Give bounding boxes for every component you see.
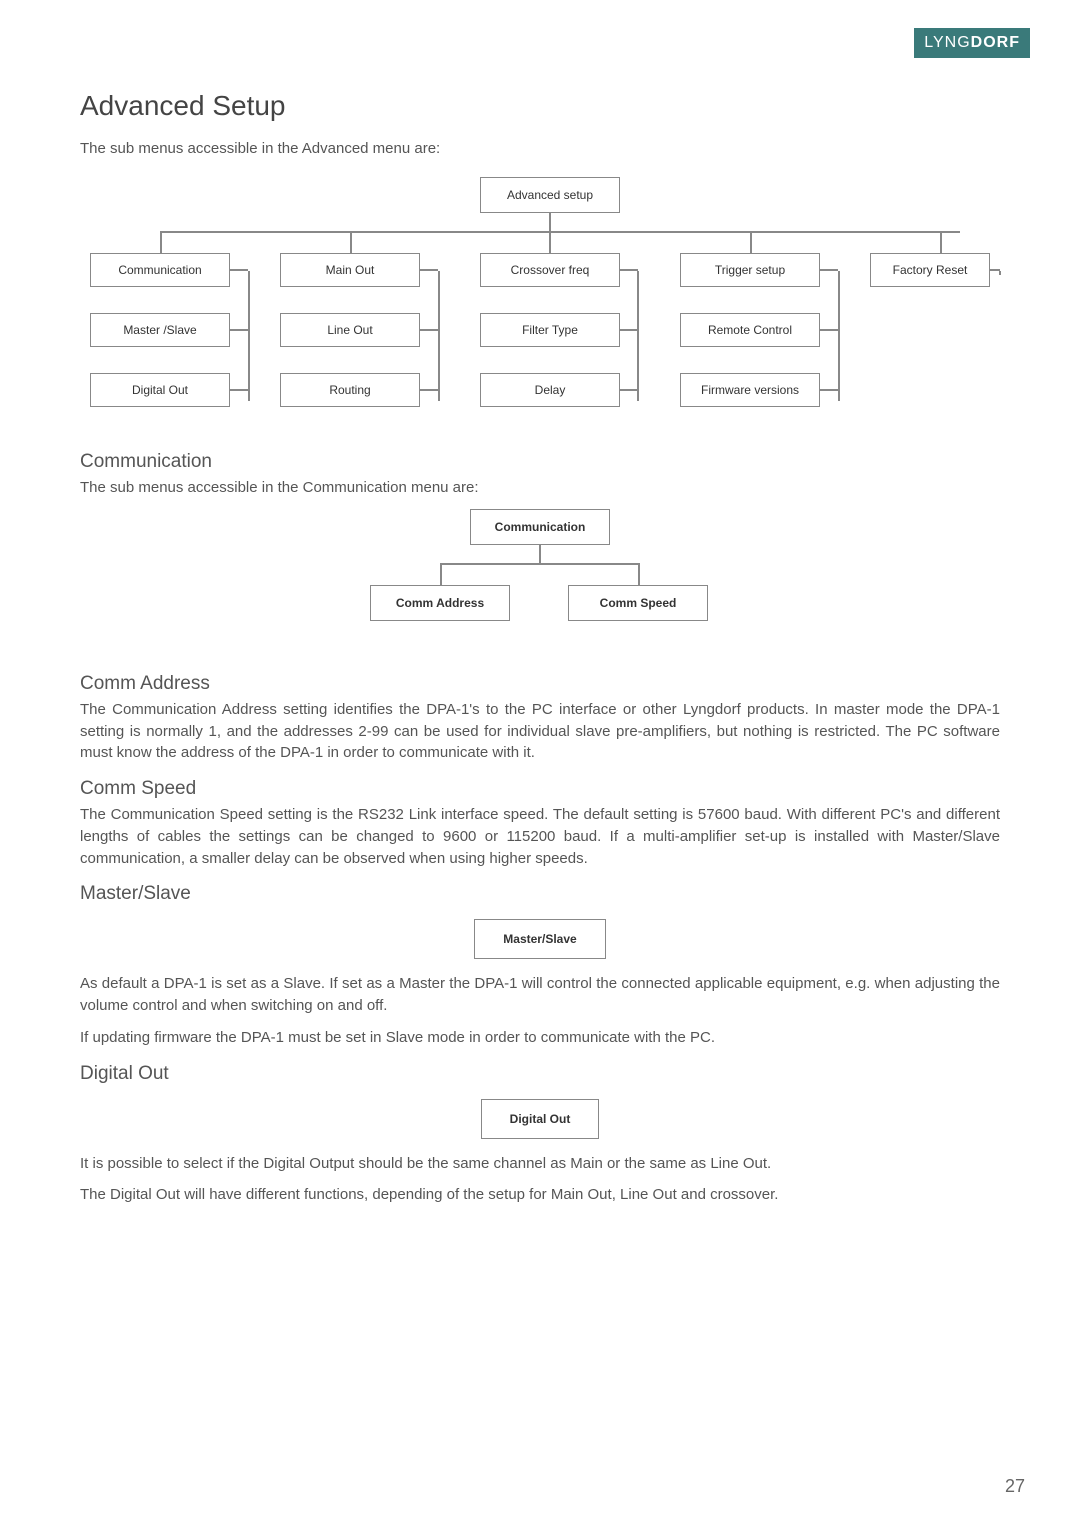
advanced-setup-tree: Advanced setup Communication Master /Sla… [80, 177, 1000, 437]
node-root: Advanced setup [480, 177, 620, 213]
text-digital-out-1: It is possible to select if the Digital … [80, 1153, 1000, 1175]
node-line-out: Line Out [280, 313, 420, 347]
node-master-slave: Master /Slave [90, 313, 230, 347]
brand-logo: LYNGDORF [914, 28, 1030, 58]
page-title: Advanced Setup [80, 90, 1000, 122]
heading-communication: Communication [80, 451, 1000, 473]
text-master-slave-1: As default a DPA-1 is set as a Slave. If… [80, 973, 1000, 1017]
node-trigger-setup: Trigger setup [680, 253, 820, 287]
heading-comm-address: Comm Address [80, 673, 1000, 695]
node-comm-speed: Comm Speed [568, 585, 708, 621]
intro-text: The sub menus accessible in the Advanced… [80, 140, 1000, 157]
heading-comm-speed: Comm Speed [80, 778, 1000, 800]
node-factory-reset: Factory Reset [870, 253, 990, 287]
text-digital-out-2: The Digital Out will have different func… [80, 1184, 1000, 1206]
node-main-out: Main Out [280, 253, 420, 287]
communication-tree: Communication Comm Address Comm Speed [340, 509, 740, 659]
node-digital-out: Digital Out [90, 373, 230, 407]
node-communication: Communication [90, 253, 230, 287]
node-crossover-freq: Crossover freq [480, 253, 620, 287]
box-master-slave: Master/Slave [474, 919, 605, 959]
node-delay: Delay [480, 373, 620, 407]
page-number: 27 [1005, 1476, 1025, 1497]
text-comm-speed: The Communication Speed setting is the R… [80, 804, 1000, 869]
node-firmware-versions: Firmware versions [680, 373, 820, 407]
heading-digital-out: Digital Out [80, 1063, 1000, 1085]
text-comm-address: The Communication Address setting identi… [80, 699, 1000, 764]
heading-master-slave: Master/Slave [80, 883, 1000, 905]
node-remote-control: Remote Control [680, 313, 820, 347]
node-routing: Routing [280, 373, 420, 407]
node-comm-address: Comm Address [370, 585, 510, 621]
node-filter-type: Filter Type [480, 313, 620, 347]
node-comm-root: Communication [470, 509, 610, 545]
text-master-slave-2: If updating firmware the DPA-1 must be s… [80, 1027, 1000, 1049]
text-communication: The sub menus accessible in the Communic… [80, 477, 1000, 499]
box-digital-out: Digital Out [481, 1099, 600, 1139]
